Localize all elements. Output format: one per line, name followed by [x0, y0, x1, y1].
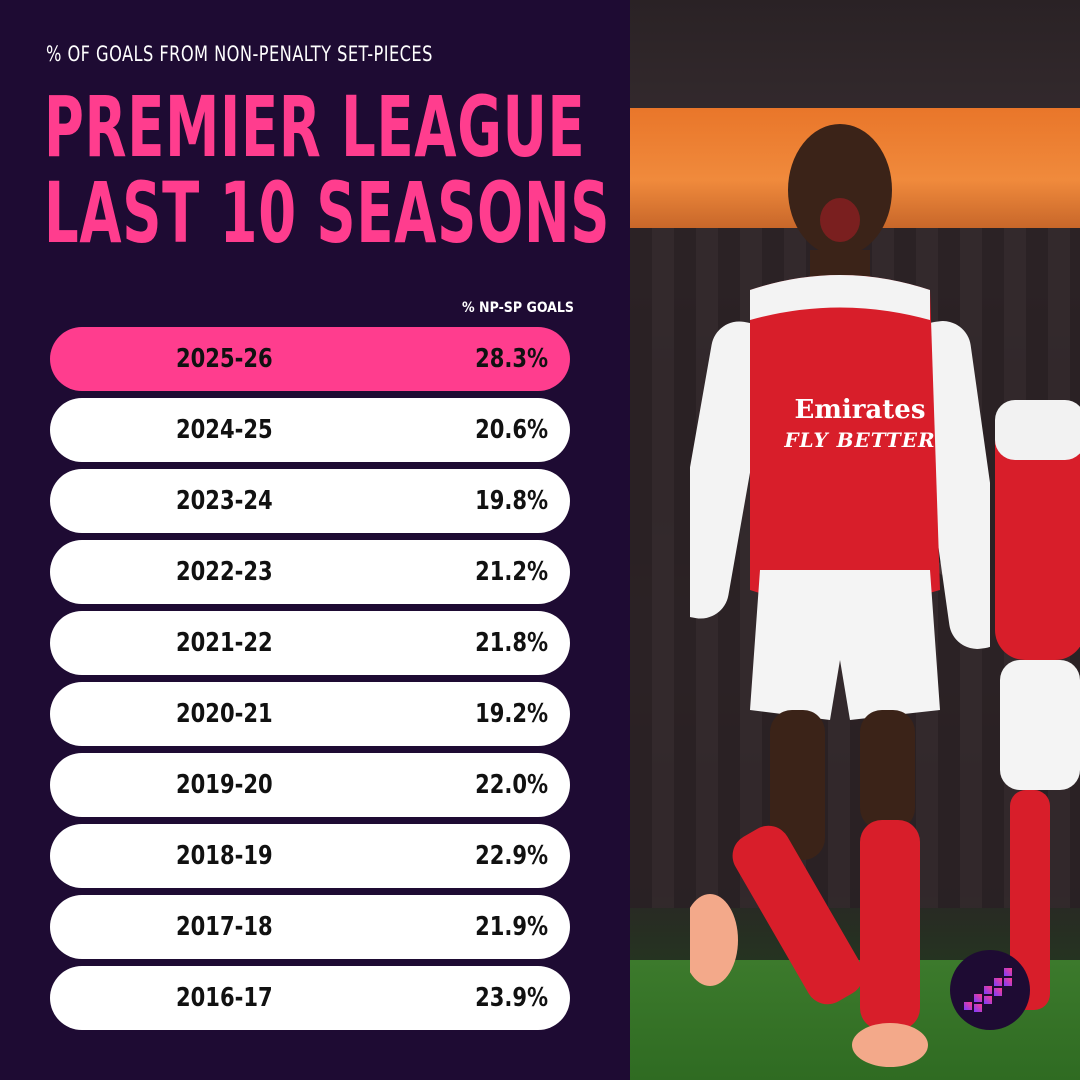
season-row: 2019-20 22.0%: [50, 753, 570, 817]
teammate-silhouette: [995, 400, 1080, 1010]
stats-panel: % OF GOALS FROM NON-PENALTY SET-PIECES P…: [44, 42, 610, 1037]
player-photo: Emirates FLY BETTER: [630, 0, 1080, 1080]
chart-title: PREMIER LEAGUE LAST 10 SEASONS: [44, 84, 610, 256]
season-row: 2020-21 19.2%: [50, 682, 570, 746]
season-value: 28.3%: [474, 344, 548, 374]
title-line-2: LAST 10 SEASONS: [44, 164, 611, 262]
season-label: 2022-23: [176, 557, 273, 587]
season-label: 2020-21: [176, 699, 273, 729]
title-line-1: PREMIER LEAGUE: [44, 78, 586, 176]
sponsor-tagline: FLY BETTER: [784, 428, 936, 452]
season-row: 2016-17 23.9%: [50, 966, 570, 1030]
season-row: 2018-19 22.9%: [50, 824, 570, 888]
season-label: 2016-17: [176, 983, 273, 1013]
shirt-sponsor: Emirates FLY BETTER: [780, 395, 940, 455]
chart-subtitle: % OF GOALS FROM NON-PENALTY SET-PIECES: [46, 42, 433, 66]
sponsor-name: Emirates: [794, 395, 926, 425]
season-row: 2024-25 20.6%: [50, 398, 570, 462]
celebrating-player-silhouette: [690, 124, 990, 1067]
season-row: 2023-24 19.8%: [50, 469, 570, 533]
season-row: 2025-26 28.3%: [50, 327, 570, 391]
season-value: 21.9%: [474, 912, 548, 942]
ascending-bars-logo-icon: [950, 950, 1030, 1030]
season-label: 2021-22: [176, 628, 273, 658]
column-header: % NP-SP GOALS: [462, 300, 574, 316]
season-row: 2022-23 21.2%: [50, 540, 570, 604]
season-value: 20.6%: [474, 415, 548, 445]
season-label: 2025-26: [176, 344, 273, 374]
logo-bars-graphic: [964, 968, 1012, 1012]
season-row: 2017-18 21.9%: [50, 895, 570, 959]
season-value: 19.8%: [474, 486, 548, 516]
season-value: 22.0%: [474, 770, 548, 800]
season-value: 21.2%: [474, 557, 548, 587]
season-table: 2025-26 28.3% 2024-25 20.6% 2023-24 19.8% 2022…: [50, 327, 570, 1037]
season-label: 2017-18: [176, 912, 273, 942]
season-label: 2023-24: [176, 486, 273, 516]
season-row: 2021-22 21.8%: [50, 611, 570, 675]
season-label: 2018-19: [176, 841, 273, 871]
season-label: 2024-25: [176, 415, 273, 445]
season-value: 19.2%: [474, 699, 548, 729]
season-label: 2019-20: [176, 770, 273, 800]
season-value: 22.9%: [474, 841, 548, 871]
season-value: 21.8%: [474, 628, 548, 658]
season-value: 23.9%: [474, 983, 548, 1013]
